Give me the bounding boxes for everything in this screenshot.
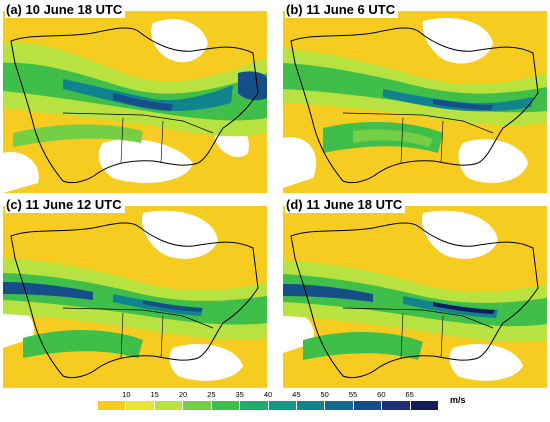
colorbar-swatch <box>268 401 297 410</box>
colorbar-swatch <box>154 401 184 410</box>
colorbar-bar <box>98 401 439 410</box>
colorbar-swatch <box>211 401 241 410</box>
panel-title-c: (c) 11 June 12 UTC <box>5 197 125 213</box>
wind-speed-map-a <box>3 3 267 193</box>
map-panel-c: (c) 11 June 12 UTC <box>3 197 267 388</box>
map-panel-a: (a) 10 June 18 UTC <box>3 2 267 193</box>
map-panel-d: (d) 11 June 18 UTC <box>283 197 547 388</box>
colorbar-tick: 55 <box>348 390 358 399</box>
wind-speed-map-d <box>283 198 547 388</box>
colorbar-tick: 20 <box>178 390 188 399</box>
colorbar-tick: 35 <box>235 390 244 399</box>
panel-title-a: (a) 10 June 18 UTC <box>5 2 126 18</box>
colorbar-swatch <box>382 401 411 410</box>
colorbar-legend: 10 15 20 25 35 40 45 50 55 60 65 m/s <box>98 390 466 420</box>
colorbar-tick: 60 <box>377 390 386 399</box>
colorbar-tick: 25 <box>207 390 216 399</box>
colorbar-swatch <box>353 401 383 410</box>
wind-speed-map-b <box>283 3 547 193</box>
colorbar-tick: 45 <box>292 390 301 399</box>
colorbar-swatch <box>98 401 127 410</box>
map-panel-b: (b) 11 June 6 UTC <box>283 2 547 193</box>
colorbar-tick: 65 <box>405 390 414 399</box>
wind-speed-map-c <box>3 198 267 388</box>
colorbar-swatch <box>126 401 155 410</box>
colorbar-tick: 50 <box>320 390 329 399</box>
panel-title-d: (d) 11 June 18 UTC <box>285 197 406 213</box>
colorbar-swatch <box>296 401 326 410</box>
colorbar-ticks: 10 15 20 25 35 40 45 50 55 60 65 <box>98 390 438 401</box>
colorbar-tick: 15 <box>150 390 159 399</box>
panel-title-b: (b) 11 June 6 UTC <box>285 2 399 18</box>
colorbar-tick: 40 <box>263 390 273 399</box>
colorbar-unit: m/s <box>450 395 466 405</box>
colorbar-swatch <box>325 401 354 410</box>
colorbar-swatch <box>240 401 269 410</box>
colorbar-tick: 10 <box>122 390 131 399</box>
colorbar-swatch <box>410 401 439 410</box>
colorbar-swatch <box>183 401 212 410</box>
